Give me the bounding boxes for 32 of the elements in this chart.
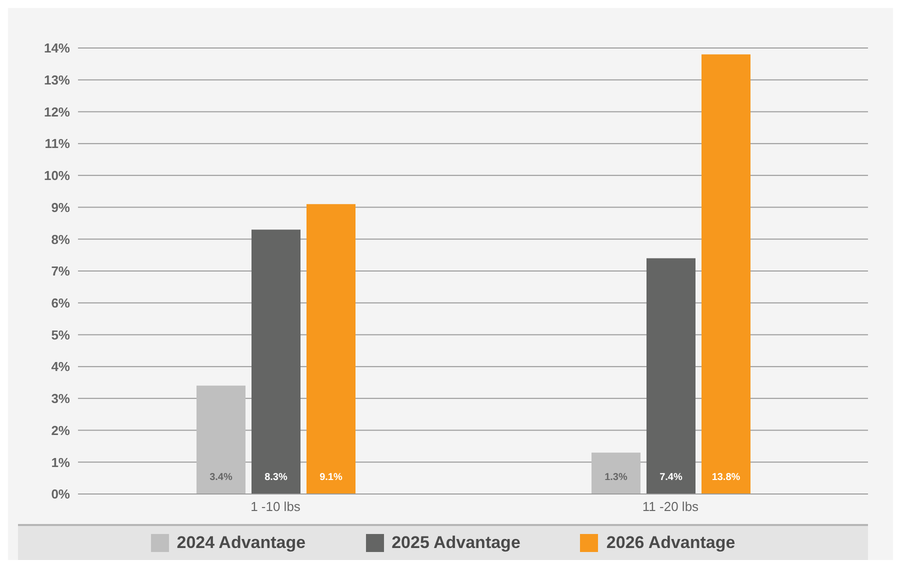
y-tick-label: 3% [51,391,70,406]
y-tick-label: 12% [44,104,70,120]
y-tick-label: 10% [44,168,70,184]
y-tick-label: 7% [51,264,70,279]
legend-label: 2026 Advantage [606,533,736,553]
data-label: 9.1% [320,472,343,483]
y-tick-label: 14% [44,40,70,56]
data-label: 1.3% [604,472,628,483]
bar [702,54,750,494]
y-tick-label: 6% [51,295,70,310]
y-tick-label: 5% [51,327,70,342]
data-label: 13.8% [712,472,740,483]
y-tick-label: 11% [44,136,70,152]
y-tick-label: 0% [51,486,70,502]
y-tick-label: 2% [51,422,70,438]
bar [306,204,356,494]
y-tick-label: 4% [51,359,70,374]
bar [646,258,696,494]
legend-label: 2024 Advantage [176,533,306,553]
y-tick-label: 1% [51,454,70,470]
data-label: 7.4% [660,472,683,483]
bar [196,386,246,494]
x-tick-label: 11 -20 lbs [642,499,700,514]
data-label: 8.3% [264,472,288,483]
legend-label: 2025 Advantage [392,533,520,553]
bar [592,452,640,494]
x-tick-label: 1 -10 lbs [250,499,301,514]
y-tick-label: 8% [51,232,70,247]
bar [252,230,300,494]
y-tick-label: 9% [51,200,70,215]
y-tick-label: 13% [44,72,70,88]
data-label: 3.4% [210,472,233,483]
